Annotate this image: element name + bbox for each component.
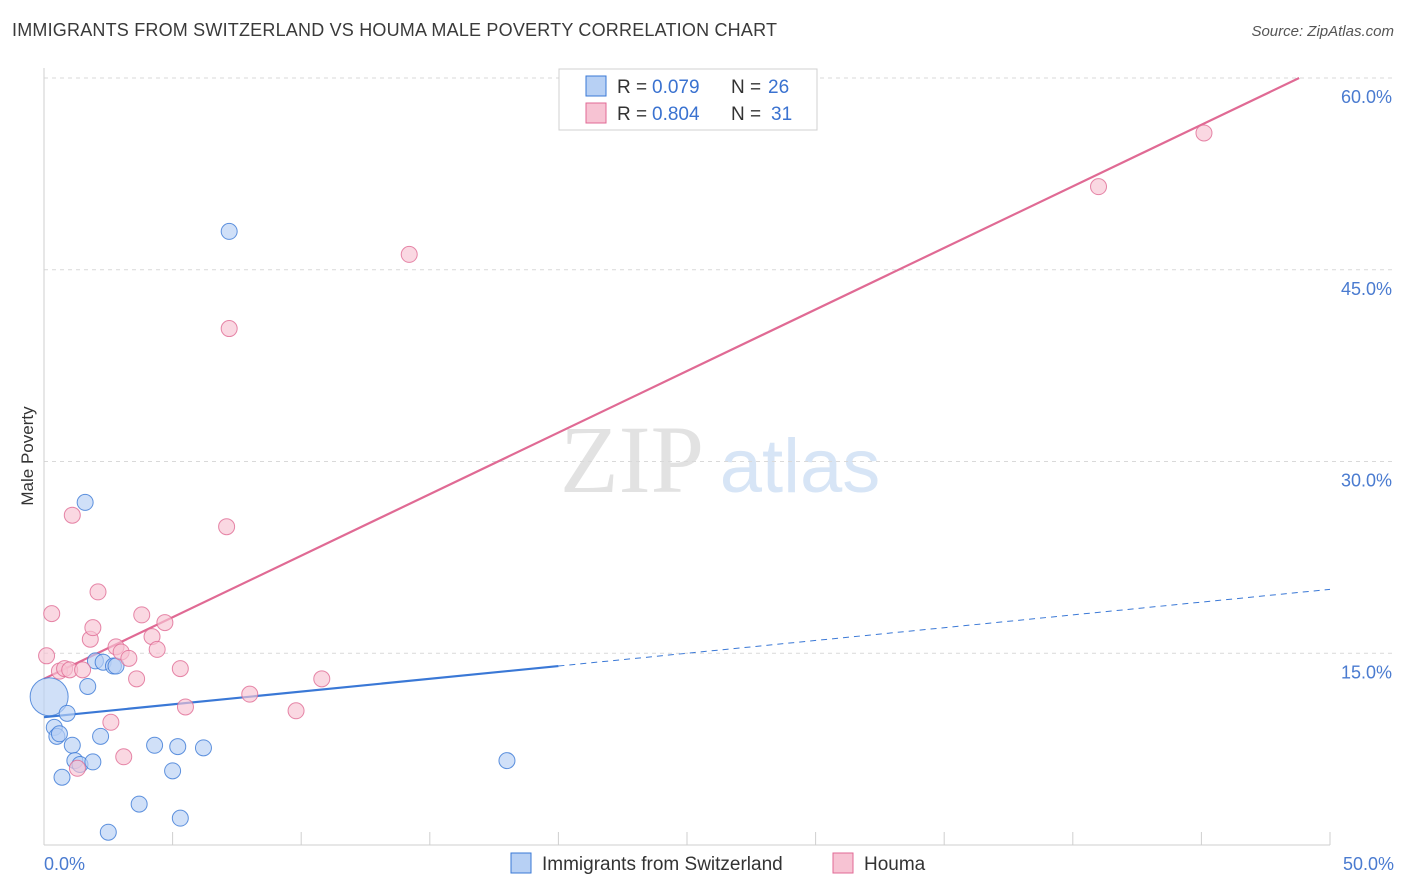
legend-top: R = 0.079 N = 26 R = 0.804 N = 31 <box>558 68 818 131</box>
trend-line-dashed <box>558 588 1331 667</box>
source-credit: Source: ZipAtlas.com <box>1251 23 1394 40</box>
point-houma <box>1195 124 1213 142</box>
y-tick-label: 15.0% <box>1341 662 1392 682</box>
legend-swatch-pink <box>585 102 607 124</box>
point-switzerland <box>171 809 189 827</box>
y-tick-label: 45.0% <box>1341 279 1392 299</box>
point-houma <box>128 670 146 688</box>
legend-swatch-blue <box>585 75 607 97</box>
legend-r-value-2: 0.804 <box>652 104 700 125</box>
point-houma <box>63 506 81 524</box>
legend-bottom: Immigrants from Switzerland Houma <box>510 852 926 875</box>
legend-n-value-2: 31 <box>771 104 792 125</box>
legend-bottom-swatch-blue <box>510 852 532 874</box>
watermark-zip: ZIP <box>560 406 704 513</box>
point-switzerland <box>58 704 76 722</box>
legend-bottom-swatch-pink <box>832 852 854 874</box>
point-houma <box>38 647 56 665</box>
x-tick-label: 50.0% <box>1343 854 1394 874</box>
point-switzerland <box>194 739 212 757</box>
point-houma <box>133 606 151 624</box>
point-switzerland <box>169 738 187 756</box>
point-switzerland <box>50 725 68 743</box>
point-switzerland <box>29 677 69 717</box>
point-houma <box>241 685 259 703</box>
point-houma <box>400 245 418 263</box>
point-switzerland <box>498 752 516 770</box>
point-houma <box>43 605 61 623</box>
point-houma <box>102 713 120 731</box>
chart-title: IMMIGRANTS FROM SWITZERLAND VS HOUMA MAL… <box>12 20 778 40</box>
data-points <box>29 124 1213 841</box>
x-tick-label: 0.0% <box>44 854 85 874</box>
point-houma <box>313 670 331 688</box>
legend-bottom-label-blue: Immigrants from Switzerland <box>542 854 783 875</box>
point-houma <box>89 583 107 601</box>
point-switzerland <box>79 677 97 695</box>
legend-bottom-label-pink: Houma <box>864 854 926 875</box>
legend-n-label-1: N = <box>731 77 761 98</box>
point-switzerland <box>220 222 238 240</box>
point-switzerland <box>164 762 182 780</box>
point-houma <box>171 660 189 678</box>
y-tick-label: 30.0% <box>1341 471 1392 491</box>
point-houma <box>120 649 138 667</box>
point-houma <box>74 661 92 679</box>
grid <box>44 77 1394 654</box>
point-switzerland <box>53 768 71 786</box>
watermark-atlas: atlas <box>720 424 881 509</box>
point-switzerland <box>146 736 164 754</box>
point-switzerland <box>130 795 148 813</box>
point-switzerland <box>99 823 117 841</box>
point-houma <box>287 702 305 720</box>
tick-labels: 15.0% 30.0% 45.0% 60.0% 0.0% 50.0% <box>44 87 1394 874</box>
trend-line <box>43 77 1300 680</box>
point-houma <box>84 619 102 637</box>
point-houma <box>68 759 86 777</box>
point-houma <box>1090 178 1108 196</box>
point-houma <box>176 698 194 716</box>
point-switzerland <box>63 736 81 754</box>
trend-line-solid <box>43 664 559 719</box>
point-switzerland <box>84 753 102 771</box>
point-houma <box>148 640 166 658</box>
point-switzerland <box>92 727 110 745</box>
trend-lines <box>43 77 1331 719</box>
point-switzerland <box>76 493 94 511</box>
point-houma <box>115 748 133 766</box>
point-houma <box>220 320 238 338</box>
legend-r-label-1: R = <box>617 77 647 98</box>
legend-r-label-2: R = <box>617 104 647 125</box>
y-tick-label: 60.0% <box>1341 87 1392 107</box>
legend-r-value-1: 0.079 <box>652 77 700 98</box>
point-houma <box>156 614 174 632</box>
point-houma <box>218 518 236 536</box>
legend-n-value-1: 26 <box>768 77 789 98</box>
legend-n-label-2: N = <box>731 104 761 125</box>
